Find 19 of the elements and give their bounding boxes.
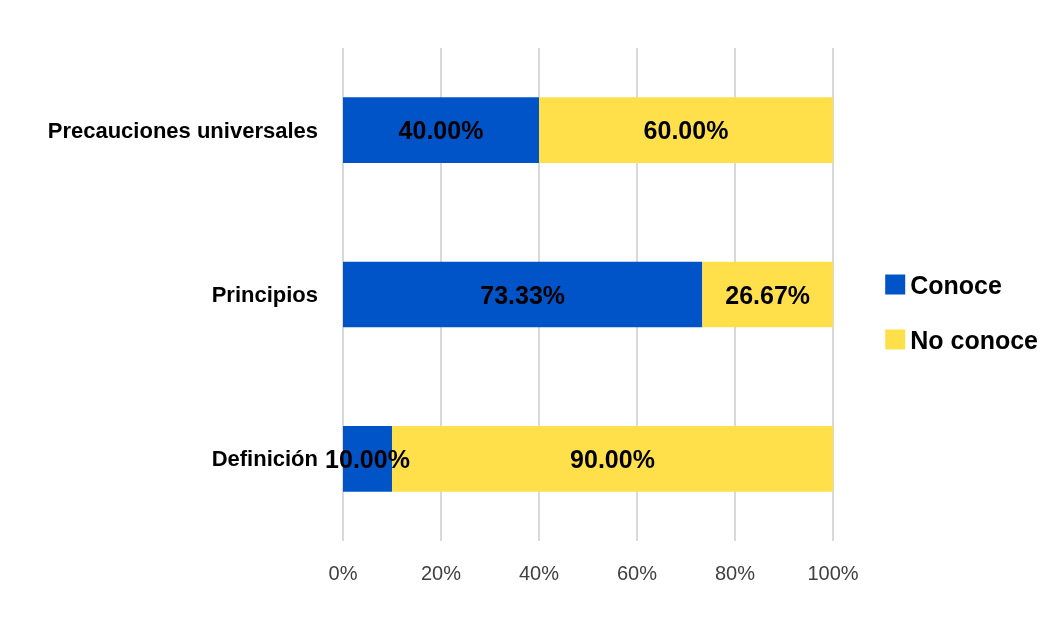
data-label: 90.00% [570,444,655,473]
data-label: 40.00% [398,116,484,145]
data-label: 60.00% [643,116,729,145]
y-tick-label: Principios [211,282,318,307]
bar [343,97,539,164]
data-label: 26.67% [725,280,811,309]
x-tick-label: 80% [714,562,756,584]
bar [539,97,833,164]
x-tick-label: 60% [616,562,658,584]
data-label: 73.33% [480,280,566,309]
x-tick-label: 100% [807,562,859,584]
legend-label: No conoce [910,325,1039,354]
y-tick-label: Precauciones universales [47,117,318,143]
y-tick-label: Definición [211,446,318,472]
x-tick-label: 20% [420,562,462,584]
x-tick-label: 40% [518,562,560,584]
bar [343,261,703,328]
x-tick-label: 0% [328,562,358,584]
legend-label: Conoce [910,270,1002,299]
